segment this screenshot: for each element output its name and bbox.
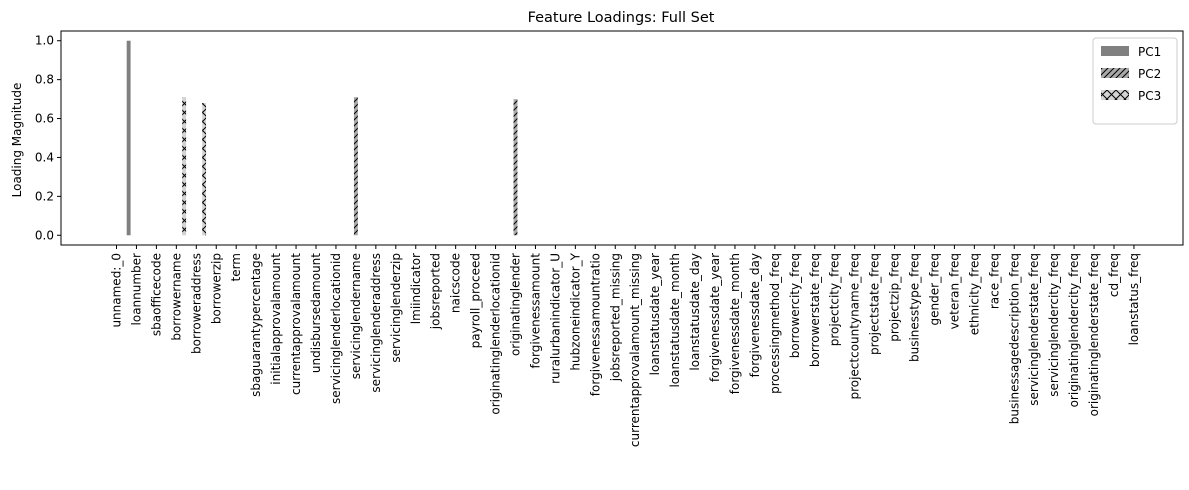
x-tick-label: originatinglenderstate_freq — [1087, 253, 1101, 416]
x-tick-label: servicinglendername — [349, 253, 363, 379]
x-tick-label: naicscode — [449, 253, 463, 313]
legend-label-pc1: PC1 — [1138, 45, 1161, 59]
x-tick-label: jobsreported — [429, 253, 443, 330]
x-tick-label: veteran_freq — [947, 253, 961, 329]
x-tick-label: gender_freq — [927, 253, 941, 325]
x-tick-label: originatinglenderlocationid — [489, 253, 503, 415]
x-tick-label: servicinglenderaddress — [369, 253, 383, 393]
x-tick-label: originatinglender — [509, 253, 523, 356]
bar-pc1-loannumber — [126, 40, 131, 236]
x-tick-label: loanstatusdate_month — [668, 253, 682, 388]
x-tick-label: jobsreported_missing — [608, 253, 622, 382]
legend: PC1 PC2 PC3 — [1092, 37, 1178, 125]
y-tick-label: 0.0 — [35, 228, 54, 242]
x-tick-label: borrowername — [169, 253, 183, 341]
x-tick-label: servicinglenderlocationid — [329, 253, 343, 404]
x-tick-label: initialapprovalamount — [269, 253, 283, 385]
x-tick-label: processingmethod_freq — [768, 253, 782, 394]
x-tick-label: forgivenessdate_year — [708, 253, 722, 382]
x-tick-label: term — [229, 253, 243, 281]
x-tick-label: projectstate_freq — [868, 253, 882, 355]
x-tick-label: projectzip_freq — [888, 253, 902, 342]
x-tick-label: cd_freq — [1107, 253, 1121, 297]
x-tick-label: forgivenessdate_month — [728, 253, 742, 394]
x-tick-label: businessagedescription_freq — [1007, 253, 1021, 424]
x-tick-label: borrowerzip — [209, 253, 223, 324]
x-tick-label: forgivenessamountratio — [588, 253, 602, 396]
x-tick-label: undisbursedamount — [309, 253, 323, 373]
chart-title: Feature Loadings: Full Set — [528, 10, 715, 26]
x-tick-label: loannumber — [129, 253, 143, 326]
x-tick-label: forgivenessamount — [528, 253, 542, 369]
x-tick-label: servicinglendercity_freq — [1047, 253, 1061, 397]
x-tick-label: currentapprovalamount — [289, 253, 303, 395]
x-tick-label: hubzoneindicator_Y — [568, 252, 582, 370]
x-tick-label: originatinglendercity_freq — [1067, 253, 1081, 407]
x-tick-label: borroweraddress — [189, 253, 203, 354]
x-tick-label: race_freq — [987, 253, 1001, 309]
legend-box — [1092, 37, 1178, 125]
legend-swatch-pc3 — [1101, 90, 1129, 100]
x-tick-label: servicinglenderzip — [389, 253, 403, 363]
x-tick-label: currentapprovalamount_missing — [628, 253, 642, 447]
x-tick-label: lmiindicator — [409, 253, 423, 324]
y-tick-label: 0.8 — [35, 73, 54, 87]
x-tick-label: ruralurbanindicator_U — [548, 253, 562, 384]
y-tick-label: 0.4 — [35, 150, 54, 164]
x-tick-label: forgivenessdate_day — [748, 253, 762, 377]
x-tick-label: servicinglenderstate_freq — [1027, 253, 1041, 406]
x-tick-label: loanstatus_freq — [1127, 253, 1141, 345]
x-tick-label: borrowercity_freq — [788, 253, 802, 358]
x-tick-label: businesstype_freq — [908, 253, 922, 362]
bars-layer — [126, 40, 518, 236]
x-tick-label: projectcity_freq — [828, 253, 842, 346]
bar-pc3-borrowername — [182, 97, 187, 236]
plot-frame — [60, 30, 1184, 246]
legend-label-pc3: PC3 — [1138, 89, 1161, 103]
ticks-layer: 0.0 0.2 0.4 0.6 0.8 1.0 unnamed:_0 loannumber sb… — [35, 34, 1141, 447]
bar-pc2-servicinglendername — [353, 97, 358, 236]
x-tick-label: loanstatusdate_year — [648, 253, 662, 375]
legend-label-pc2: PC2 — [1138, 67, 1161, 81]
x-tick-label: sbaguarantypercentage — [249, 253, 263, 397]
axes-layer — [60, 30, 1184, 246]
y-tick-label: 0.6 — [35, 112, 54, 126]
x-tick-label: ethnicity_freq — [967, 253, 981, 335]
legend-swatch-pc1 — [1101, 46, 1129, 56]
y-tick-label: 0.2 — [35, 189, 54, 203]
bar-pc3-borroweraddress — [202, 102, 207, 236]
legend-swatch-pc2 — [1101, 68, 1129, 78]
y-tick-label: 1.0 — [35, 34, 54, 48]
x-tick-label: loanstatusdate_day — [688, 253, 702, 371]
y-axis-label: Loading Magnitude — [10, 83, 24, 198]
x-tick-label: unnamed:_0 — [110, 253, 124, 328]
x-tick-label: borrowerstate_freq — [808, 253, 822, 367]
x-tick-label: payroll_proceed — [469, 253, 483, 348]
bar-pc2-originatinglender — [513, 99, 518, 236]
x-tick-label: sbaofficecode — [149, 253, 163, 336]
x-tick-label: projectcountyname_freq — [848, 253, 862, 400]
